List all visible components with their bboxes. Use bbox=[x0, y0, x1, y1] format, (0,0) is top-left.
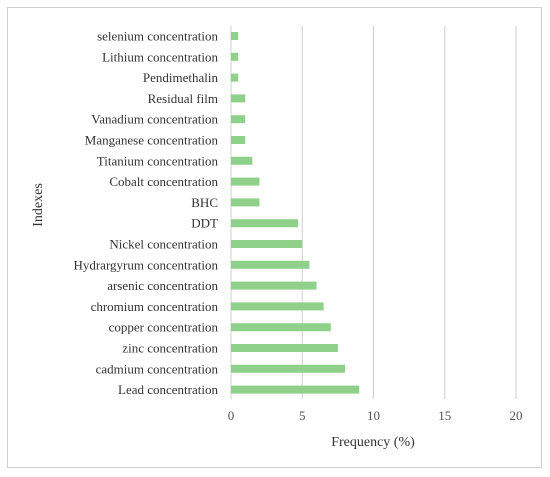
bar-3 bbox=[231, 94, 246, 103]
bars bbox=[231, 32, 360, 394]
x-axis-title: Frequency (%) bbox=[331, 435, 415, 450]
bar-5 bbox=[231, 136, 246, 144]
bar-8 bbox=[231, 198, 260, 207]
category-label-16: cadmium concentration bbox=[96, 361, 219, 376]
category-label-15: zinc concentration bbox=[122, 341, 218, 356]
category-label-3: Residual film bbox=[148, 91, 218, 106]
category-label-12: arsenic concentration bbox=[107, 278, 218, 293]
category-label-4: Vanadium concentration bbox=[91, 112, 218, 127]
category-label-11: Hydrargyrum concentration bbox=[73, 257, 218, 272]
x-tick-10: 10 bbox=[367, 408, 380, 423]
category-label-13: chromium concentration bbox=[91, 299, 219, 314]
y-axis-title: Indexes bbox=[31, 183, 46, 227]
category-label-2: Pendimethalin bbox=[143, 70, 219, 85]
category-label-10: Nickel concentration bbox=[109, 237, 218, 252]
bar-6 bbox=[231, 156, 253, 165]
gridlines bbox=[230, 26, 517, 399]
bar-16 bbox=[231, 364, 345, 373]
category-label-17: Lead concentration bbox=[118, 382, 218, 397]
bar-9 bbox=[231, 219, 298, 228]
bar-15 bbox=[231, 344, 338, 352]
bar-17 bbox=[231, 385, 360, 394]
bar-7 bbox=[231, 177, 260, 186]
category-label-8: BHC bbox=[191, 195, 218, 210]
x-tick-15: 15 bbox=[438, 408, 451, 423]
bar-1 bbox=[231, 52, 239, 61]
bar-14 bbox=[231, 323, 331, 332]
x-tick-5: 5 bbox=[299, 408, 306, 423]
x-tick-labels: 0 5 10 15 20 bbox=[228, 408, 523, 423]
category-label-0: selenium concentration bbox=[97, 29, 218, 44]
bar-4 bbox=[231, 115, 246, 124]
bar-2 bbox=[231, 73, 239, 82]
category-label-1: Lithium concentration bbox=[102, 49, 218, 64]
category-labels: selenium concentration Lithium concentrat… bbox=[73, 29, 218, 398]
category-label-14: copper concentration bbox=[109, 320, 219, 335]
category-label-9: DDT bbox=[191, 216, 218, 231]
category-label-6: Titanium concentration bbox=[97, 153, 219, 168]
bar-11 bbox=[231, 260, 310, 269]
bar-13 bbox=[231, 302, 324, 311]
bar-12 bbox=[231, 281, 317, 290]
x-tick-0: 0 bbox=[228, 408, 235, 423]
bar-10 bbox=[231, 240, 303, 248]
bar-0 bbox=[231, 32, 239, 40]
category-label-5: Manganese concentration bbox=[85, 133, 219, 148]
category-label-7: Cobalt concentration bbox=[109, 174, 218, 189]
x-tick-20: 20 bbox=[510, 408, 523, 423]
